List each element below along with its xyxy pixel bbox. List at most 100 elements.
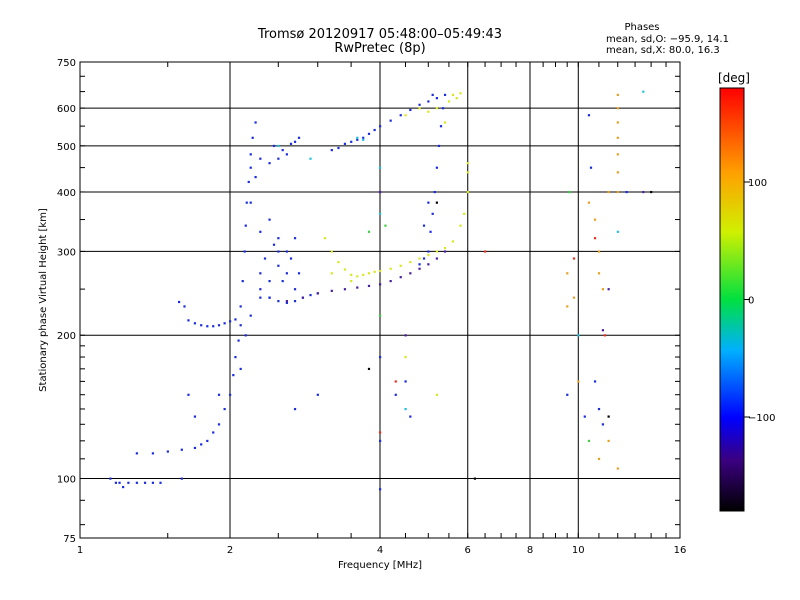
- data-point: [343, 268, 347, 271]
- colorbar-ticks: 100 0 −100: [744, 178, 775, 424]
- data-point: [587, 201, 591, 204]
- data-point: [616, 121, 619, 124]
- data-point: [263, 257, 267, 260]
- data-point: [379, 212, 382, 215]
- data-point: [409, 261, 412, 264]
- data-point: [616, 93, 619, 96]
- data-point: [427, 201, 430, 204]
- data-points: [109, 90, 653, 491]
- data-point: [343, 288, 347, 291]
- data-point: [268, 296, 271, 299]
- data-point: [234, 318, 237, 321]
- data-point: [418, 263, 421, 266]
- data-point: [443, 93, 447, 96]
- data-point: [435, 257, 438, 260]
- data-point: [293, 140, 297, 143]
- data-point: [435, 393, 438, 396]
- data-point: [466, 162, 469, 165]
- data-point: [642, 190, 645, 194]
- data-point: [431, 93, 434, 96]
- data-point: [259, 230, 262, 233]
- data-point: [234, 356, 237, 359]
- data-point: [254, 175, 257, 179]
- data-point: [143, 481, 147, 484]
- data-point: [433, 190, 436, 194]
- data-point: [601, 329, 605, 332]
- data-point: [443, 250, 447, 253]
- data-point: [183, 305, 186, 308]
- data-point: [309, 157, 312, 160]
- data-point: [435, 250, 438, 253]
- y-tick-labels: 75 100 200 300 400 500 600 750: [57, 58, 76, 545]
- data-point: [484, 250, 487, 253]
- data-point: [422, 257, 426, 260]
- data-point: [431, 212, 434, 215]
- data-point: [285, 272, 288, 275]
- data-point: [379, 488, 382, 491]
- data-point: [362, 136, 365, 139]
- x-tick-labels: 1 2 4 6 8 10 16: [77, 545, 687, 556]
- data-point: [593, 380, 597, 383]
- data-point: [435, 201, 438, 204]
- data-point: [277, 144, 280, 148]
- data-point: [404, 334, 407, 337]
- data-point: [379, 166, 382, 169]
- data-point: [429, 230, 432, 233]
- data-point: [217, 423, 221, 426]
- data-point: [427, 263, 430, 266]
- minor-ticks: [80, 62, 680, 538]
- data-point: [422, 224, 426, 227]
- data-point: [367, 272, 371, 275]
- plot-frame: [79, 61, 681, 539]
- data-point: [285, 250, 288, 253]
- data-point: [180, 448, 183, 451]
- data-point: [229, 320, 232, 323]
- data-point: [135, 452, 138, 455]
- data-point: [281, 280, 284, 283]
- data-point: [566, 305, 569, 308]
- data-point: [379, 190, 382, 194]
- data-point: [607, 415, 610, 418]
- data-point: [289, 142, 293, 145]
- x-axis-label: Frequency [MHz]: [338, 560, 422, 571]
- data-point: [607, 288, 610, 291]
- data-point: [404, 407, 407, 411]
- data-point: [399, 264, 402, 267]
- data-point: [259, 157, 262, 160]
- data-point: [229, 393, 232, 396]
- data-point: [568, 190, 571, 194]
- data-point: [451, 240, 455, 243]
- data-point: [330, 250, 333, 253]
- data-point: [114, 481, 118, 484]
- y-tick-label: 500: [57, 142, 76, 153]
- data-point: [451, 93, 455, 96]
- data-point: [616, 107, 619, 110]
- data-point: [212, 431, 215, 434]
- data-point: [277, 300, 280, 303]
- colorbar: [719, 87, 745, 512]
- data-point: [330, 272, 333, 275]
- data-point: [435, 97, 438, 100]
- data-point: [245, 201, 248, 204]
- data-point: [337, 146, 340, 150]
- data-point: [330, 148, 333, 152]
- chart-title: Tromsø 20120917 05:48:00–05:49:43: [257, 27, 502, 42]
- data-point: [293, 300, 297, 303]
- x-tick-label: 6: [465, 545, 471, 556]
- data-point: [122, 485, 125, 489]
- data-point: [587, 114, 591, 117]
- y-tick-label: 200: [57, 331, 76, 342]
- data-point: [373, 128, 376, 132]
- data-point: [285, 153, 288, 156]
- data-point: [343, 142, 347, 145]
- data-point: [459, 224, 462, 227]
- data-point: [394, 380, 397, 383]
- data-point: [316, 292, 319, 295]
- data-point: [379, 314, 382, 317]
- data-point: [379, 431, 382, 434]
- data-point: [193, 446, 197, 450]
- data-point: [597, 272, 601, 275]
- data-point: [193, 322, 197, 325]
- data-point: [389, 119, 392, 122]
